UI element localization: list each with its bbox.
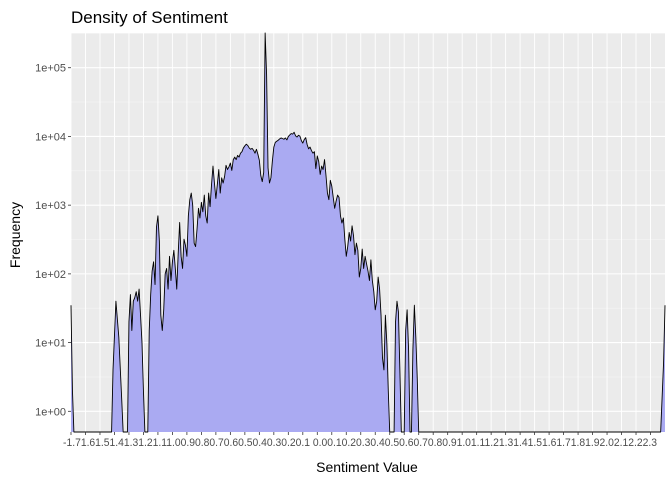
y-tick-label: 1e+04 xyxy=(35,131,66,143)
y-axis: 1e+00 1e+01 1e+02 1e+03 1e+04 1e+05 xyxy=(35,63,71,418)
density-area xyxy=(71,33,665,432)
density-outline xyxy=(70,32,666,433)
x-tick-labels: -1.71.61.51.41.31.21.11.00.90.80.70.60.5… xyxy=(63,437,657,449)
y-tick-label: 1e+00 xyxy=(35,406,66,418)
y-tick-label: 1e+03 xyxy=(35,200,66,212)
y-axis-title: Frequency xyxy=(7,202,23,268)
y-tick-label: 1e+01 xyxy=(35,338,66,350)
y-tick-label: 1e+05 xyxy=(35,63,66,75)
x-axis-title: Sentiment Value xyxy=(316,459,418,475)
y-tick-label: 1e+02 xyxy=(35,269,66,281)
chart-title: Density of Sentiment xyxy=(71,8,228,27)
x-axis: -1.71.61.51.41.31.21.11.00.90.80.70.60.5… xyxy=(63,432,657,449)
